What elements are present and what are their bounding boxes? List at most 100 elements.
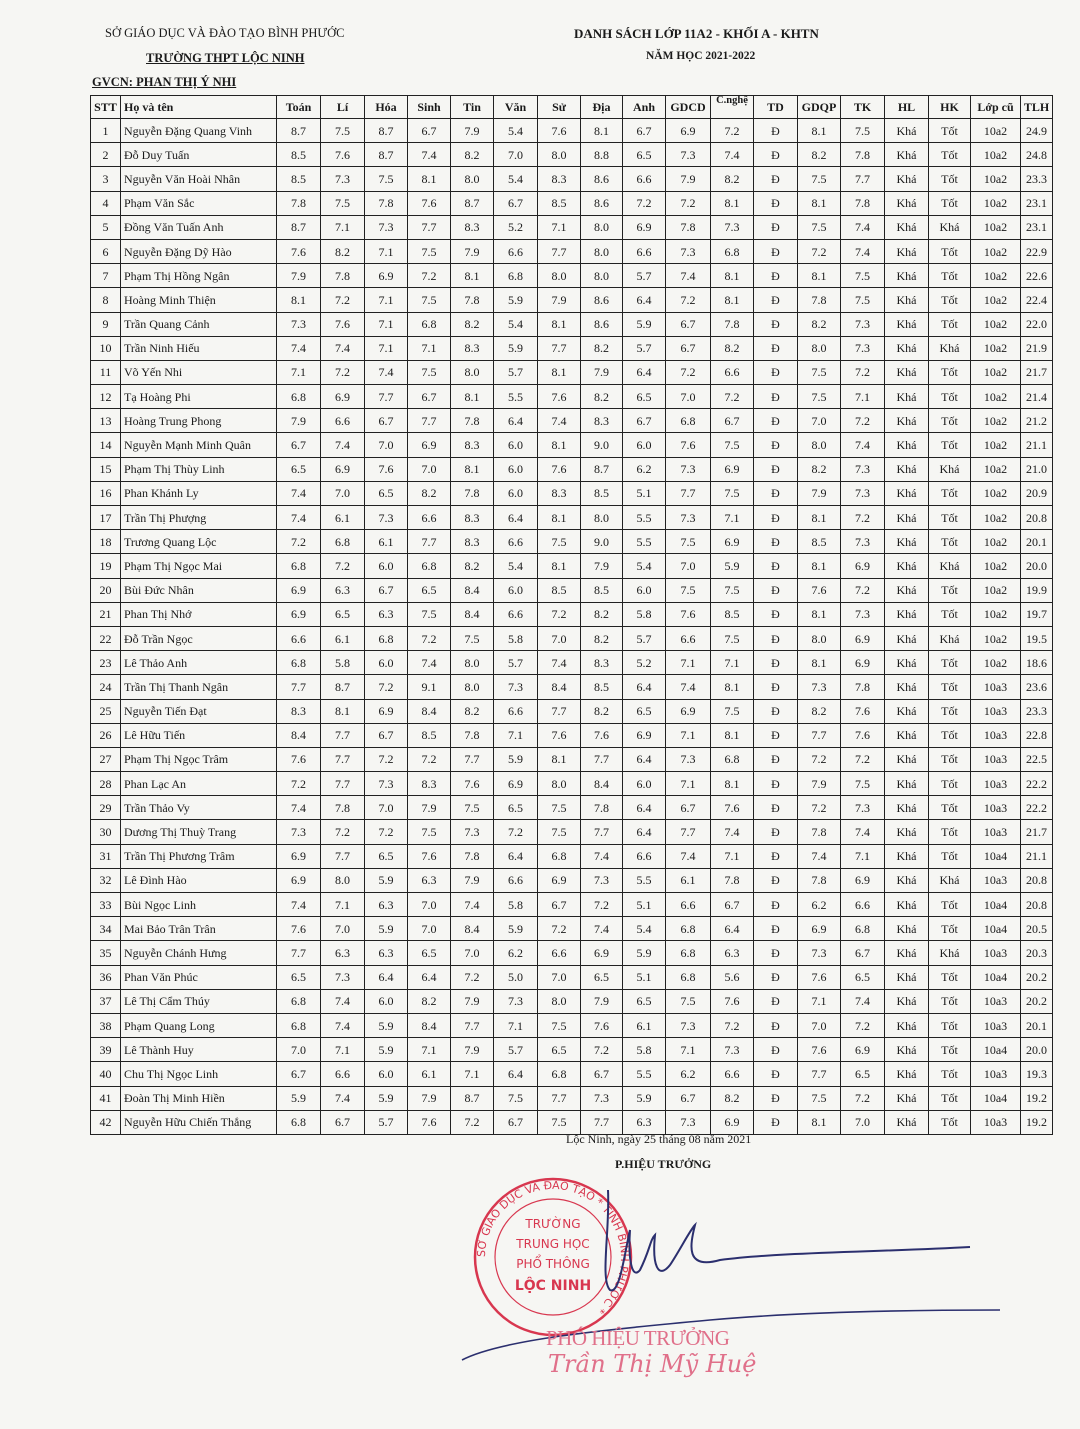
table-cell: 6.4	[407, 964, 451, 990]
table-cell: 7.5	[364, 166, 408, 192]
table-cell: 10a2	[970, 529, 1021, 555]
table-cell: Đ	[753, 311, 798, 337]
table-cell: 6.6	[710, 1061, 754, 1087]
column-header: Anh	[622, 95, 666, 119]
table-cell: 5.1	[622, 964, 666, 990]
table-cell: 7.3	[840, 795, 885, 821]
table-cell: 19	[90, 553, 121, 579]
table-cell: 6.3	[407, 867, 451, 894]
table-cell: 7.9	[797, 480, 841, 507]
table-cell: Khá	[928, 214, 971, 240]
table-cell: Tốt	[928, 166, 971, 192]
table-cell: 7.2	[665, 359, 711, 386]
table-cell: 8.0	[320, 867, 365, 894]
student-name-cell: Phạm Thị Ngọc Mai	[120, 553, 277, 579]
table-cell: Khá	[884, 263, 929, 289]
table-cell: Đ	[753, 650, 798, 676]
table-cell: 22.6	[1020, 263, 1053, 289]
table-cell: 6.8	[710, 238, 754, 265]
table-cell: 7.2	[407, 746, 451, 773]
table-cell: 8.3	[450, 529, 494, 555]
table-cell: 22.2	[1020, 771, 1053, 797]
table-cell: 8.3	[580, 408, 623, 434]
table-cell: Khá	[884, 674, 929, 700]
table-cell: Đ	[753, 698, 798, 724]
table-cell: Tốt	[928, 311, 971, 337]
school-name: TRƯỜNG THPT LỘC NINH	[146, 51, 305, 65]
student-name-cell: Bùi Ngọc Linh	[120, 891, 277, 918]
table-cell: 22.8	[1020, 722, 1053, 748]
table-cell: 5.9	[364, 916, 408, 942]
column-header: Sử	[537, 95, 581, 119]
table-cell: 7.2	[797, 795, 841, 821]
table-cell: 8.2	[797, 698, 841, 724]
table-cell: 7.3	[840, 311, 885, 337]
table-cell: 10a4	[970, 843, 1021, 869]
table-cell: 6.5	[276, 964, 321, 990]
table-cell: 7.3	[840, 456, 885, 482]
table-cell: 6.9	[710, 1109, 754, 1135]
table-cell: 8.3	[407, 771, 451, 797]
table-row: 42 Nguyễn Hữu Chiến Thắng 6.8 6.7 5.7 7.6 7.2 6…	[90, 1109, 1053, 1135]
table-cell: 8.1	[537, 359, 581, 386]
table-cell: 7.4	[276, 335, 321, 361]
table-cell: 6.1	[665, 867, 711, 894]
table-cell: 6.9	[797, 916, 841, 942]
table-cell: Khá	[884, 795, 929, 821]
student-grades-table: STT Họ và tên Toán Lí Hóa Sinh Tin Văn Sử Địa Anh G…	[90, 95, 1053, 1135]
table-cell: Khá	[884, 722, 929, 748]
table-cell: 6.8	[276, 988, 321, 1014]
table-cell: 23.1	[1020, 214, 1053, 240]
table-cell: 6.0	[622, 432, 666, 458]
table-cell: 6.8	[407, 311, 451, 337]
table-cell: 7.5	[407, 238, 451, 265]
table-cell: 10a2	[970, 263, 1021, 289]
table-cell: Đ	[753, 1061, 798, 1087]
table-cell: 6.3	[320, 940, 365, 966]
table-cell: 6.7	[665, 311, 711, 337]
table-cell: 27	[90, 746, 121, 773]
table-cell: Khá	[884, 940, 929, 966]
table-cell: 7.0	[276, 1037, 321, 1063]
table-cell: 7.2	[840, 359, 885, 386]
table-cell: 28	[90, 771, 121, 797]
table-cell: 7.4	[364, 359, 408, 386]
table-cell: 7.2	[320, 359, 365, 386]
student-name-cell: Lê Thị Cẩm Thúy	[120, 988, 277, 1014]
table-cell: 6.7	[665, 1085, 711, 1111]
table-cell: 7.1	[493, 1012, 538, 1039]
table-cell: 8.3	[450, 214, 494, 240]
table-cell: Đ	[753, 456, 798, 482]
column-header: Lí	[320, 95, 365, 119]
table-cell: 8.2	[450, 311, 494, 337]
table-cell: 5.8	[622, 1037, 666, 1063]
table-cell: 7.6	[450, 771, 494, 797]
table-cell: 7.8	[450, 480, 494, 507]
table-cell: 6.9	[276, 601, 321, 627]
table-cell: 7.2	[840, 577, 885, 603]
table-cell: 12	[90, 384, 121, 410]
table-cell: 6.6	[622, 166, 666, 192]
table-cell: 7.3	[493, 988, 538, 1014]
table-cell: 8.2	[580, 625, 623, 652]
table-cell: 6.9	[665, 698, 711, 724]
table-cell: 6.9	[407, 432, 451, 458]
table-cell: Đ	[753, 819, 798, 845]
table-row: 26 Lê Hữu Tiến 8.4 7.7 6.7 8.5 7.8 7.1 7.6 7.6 6.9…	[90, 722, 1053, 748]
table-row: 8 Hoàng Minh Thiện 8.1 7.2 7.1 7.5 7.8 5.9 7.9 8.…	[90, 287, 1053, 313]
table-cell: 25	[90, 698, 121, 724]
table-cell: 7.3	[493, 674, 538, 700]
table-cell: 5.6	[710, 964, 754, 990]
table-cell: 7.7	[450, 746, 494, 773]
table-cell: 8.1	[710, 771, 754, 797]
table-cell: 8.3	[450, 432, 494, 458]
table-cell: 7.6	[537, 384, 581, 410]
table-cell: 7.6	[364, 456, 408, 482]
table-cell: 7.5	[450, 795, 494, 821]
table-cell: 8.2	[797, 311, 841, 337]
table-cell: 8.5	[537, 577, 581, 603]
table-cell: 8.5	[710, 601, 754, 627]
table-cell: 7.2	[840, 504, 885, 531]
table-cell: 6.6	[493, 698, 538, 724]
table-cell: 6.4	[493, 1061, 538, 1087]
